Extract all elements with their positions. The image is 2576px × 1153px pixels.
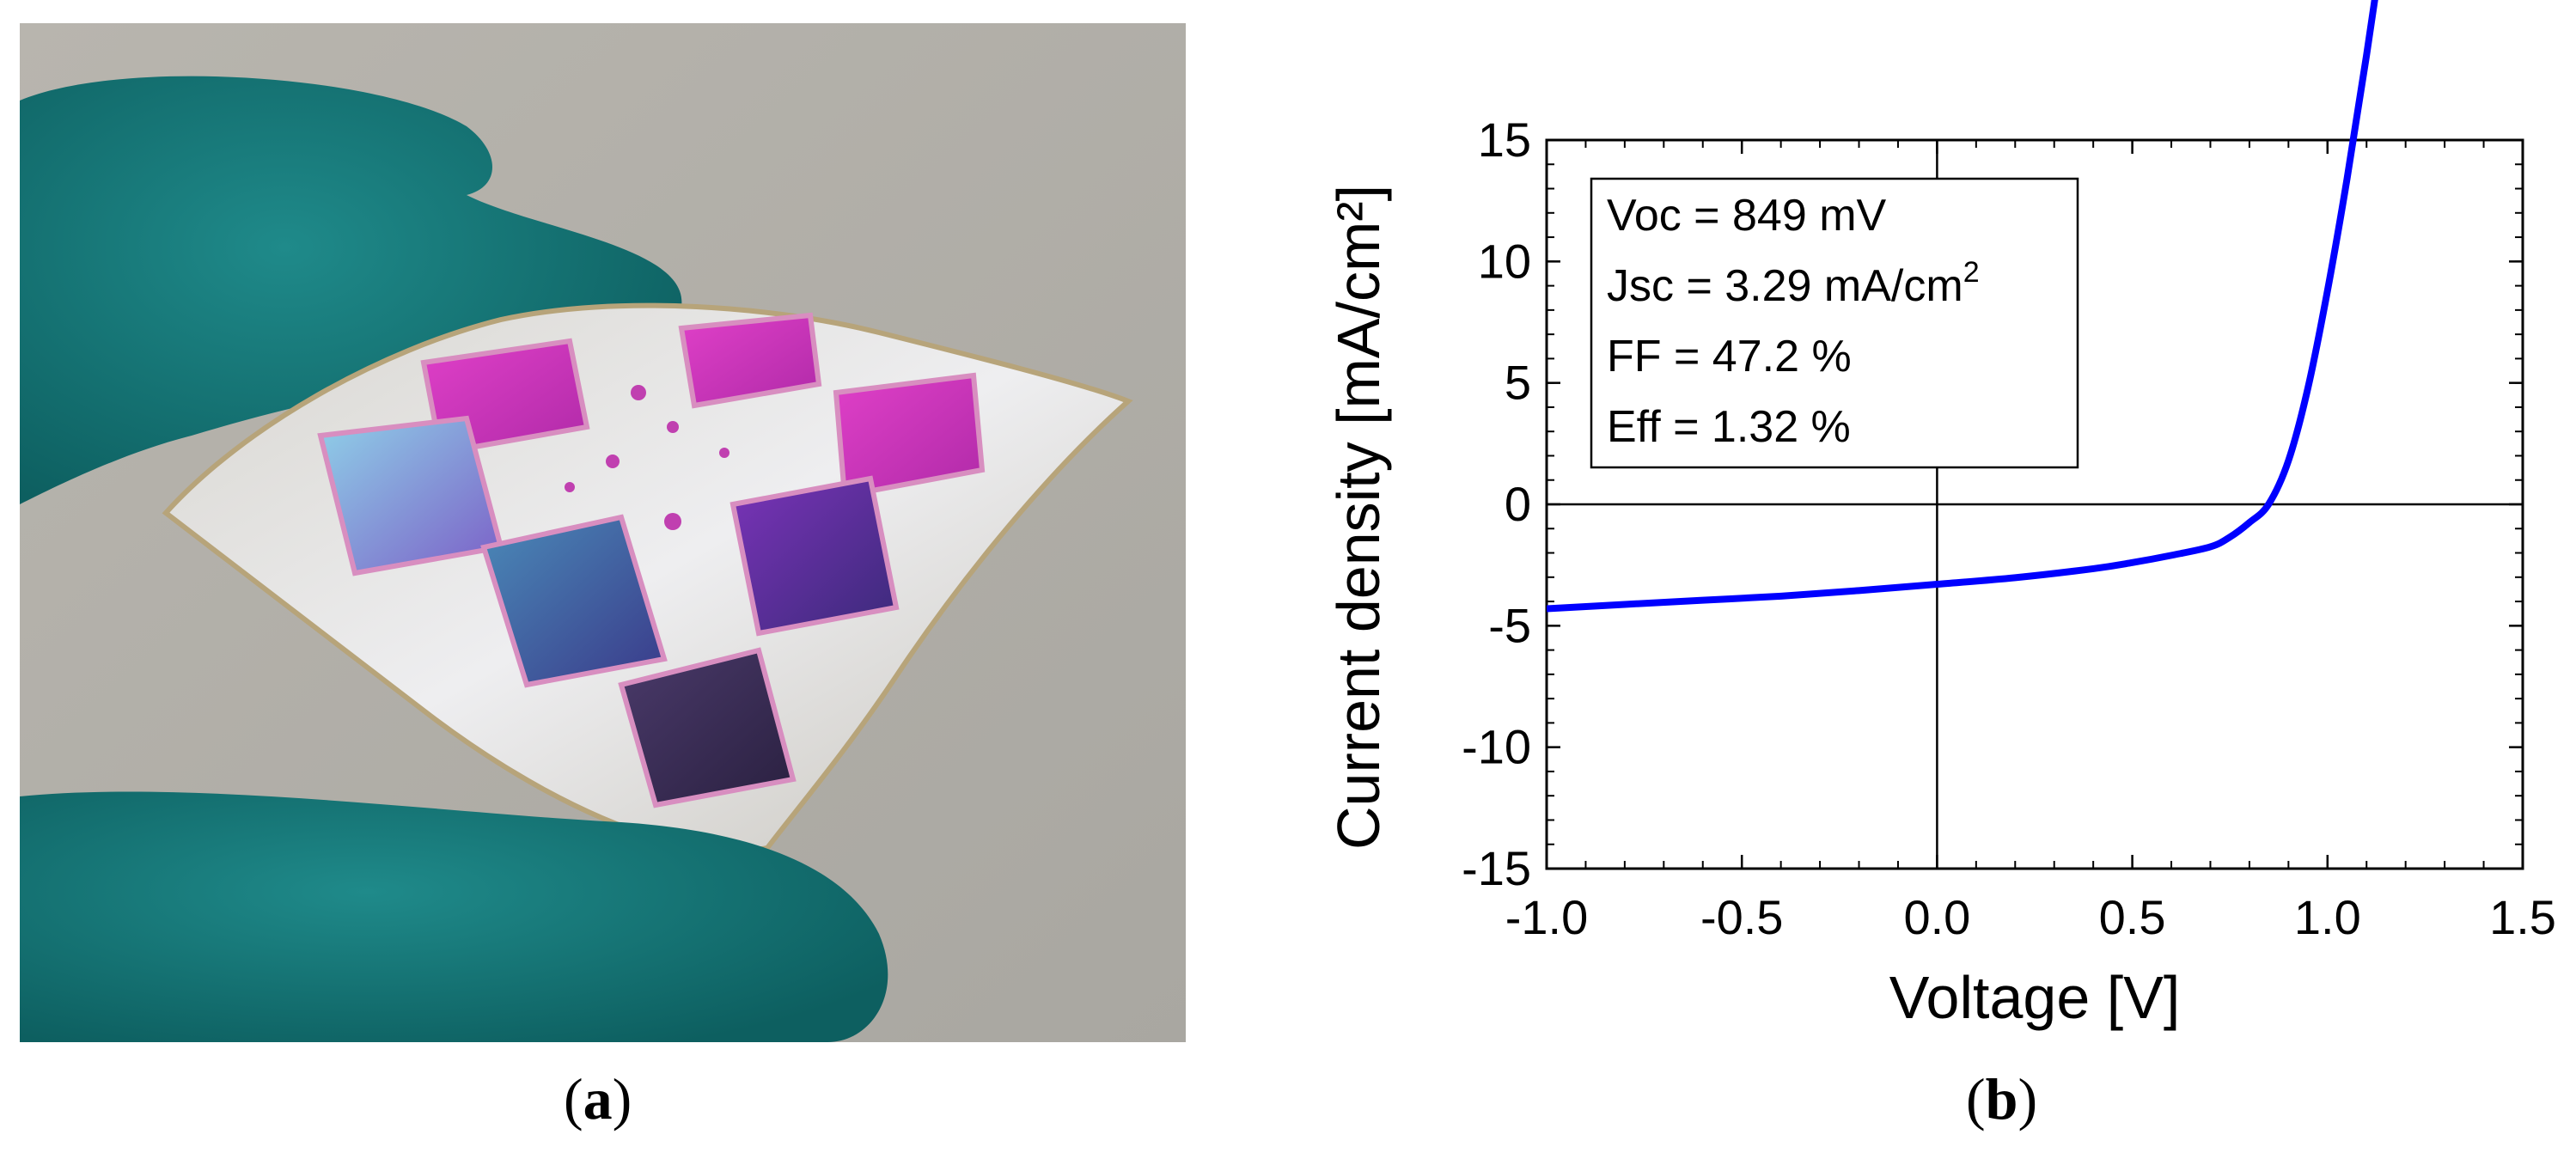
y-tick-label: -15 xyxy=(1462,841,1531,895)
x-tick-label: 0.5 xyxy=(2099,890,2166,944)
curve-layer xyxy=(1547,0,2378,613)
y-tick-label: 5 xyxy=(1505,356,1531,410)
jv-curve-line xyxy=(1547,0,2378,613)
x-axis-label: Voltage [V] xyxy=(1889,964,2181,1031)
flexible-solar-cell-photo xyxy=(20,23,1186,1042)
jsc-annotation-text: Jsc = 3.29 mA/cm xyxy=(1607,261,1963,311)
x-tick-label: -0.5 xyxy=(1700,890,1784,944)
panel-b-label: (b) xyxy=(1966,1066,2038,1132)
x-tick-label: -1.0 xyxy=(1505,890,1589,944)
jsc-annotation-superscript: 2 xyxy=(1963,256,1980,289)
y-tick-label: 0 xyxy=(1505,477,1531,531)
x-tick-label: 1.0 xyxy=(2294,890,2361,944)
contact-dots xyxy=(565,385,729,530)
x-tick-label: 0.0 xyxy=(1903,890,1970,944)
y-axis-label: Current density [mA/cm²] xyxy=(1325,185,1392,850)
ff-annotation: FF = 47.2 % xyxy=(1607,332,1852,381)
y-tick-label: 10 xyxy=(1478,234,1531,288)
jsc-annotation: Jsc = 3.29 mA/cm2 xyxy=(1607,256,1980,311)
annotation-box: Voc = 849 mV Jsc = 3.29 mA/cm2 FF = 47.2… xyxy=(1590,177,2079,469)
y-tick-label: -10 xyxy=(1462,720,1531,774)
y-tick-label: -5 xyxy=(1488,598,1531,652)
tick-labels: -1.0 -0.5 0.0 0.5 1.0 1.5 -15 -10 -5 0 5 10 15 xyxy=(1462,113,2556,944)
jv-curve-chart: -1.0 -0.5 0.0 0.5 1.0 1.5 -15 -10 -5 0 5 10 15 Volta… xyxy=(1325,0,2556,1031)
voc-annotation: Voc = 849 mV xyxy=(1607,191,1887,241)
x-tick-label: 1.5 xyxy=(2489,890,2556,944)
solar-cells xyxy=(317,312,986,808)
glove-bottom xyxy=(20,791,888,1042)
glove-top xyxy=(20,76,682,505)
y-tick-label: 15 xyxy=(1478,113,1531,167)
panel-a-label: (a) xyxy=(564,1066,632,1132)
eff-annotation: Eff = 1.32 % xyxy=(1607,402,1851,452)
